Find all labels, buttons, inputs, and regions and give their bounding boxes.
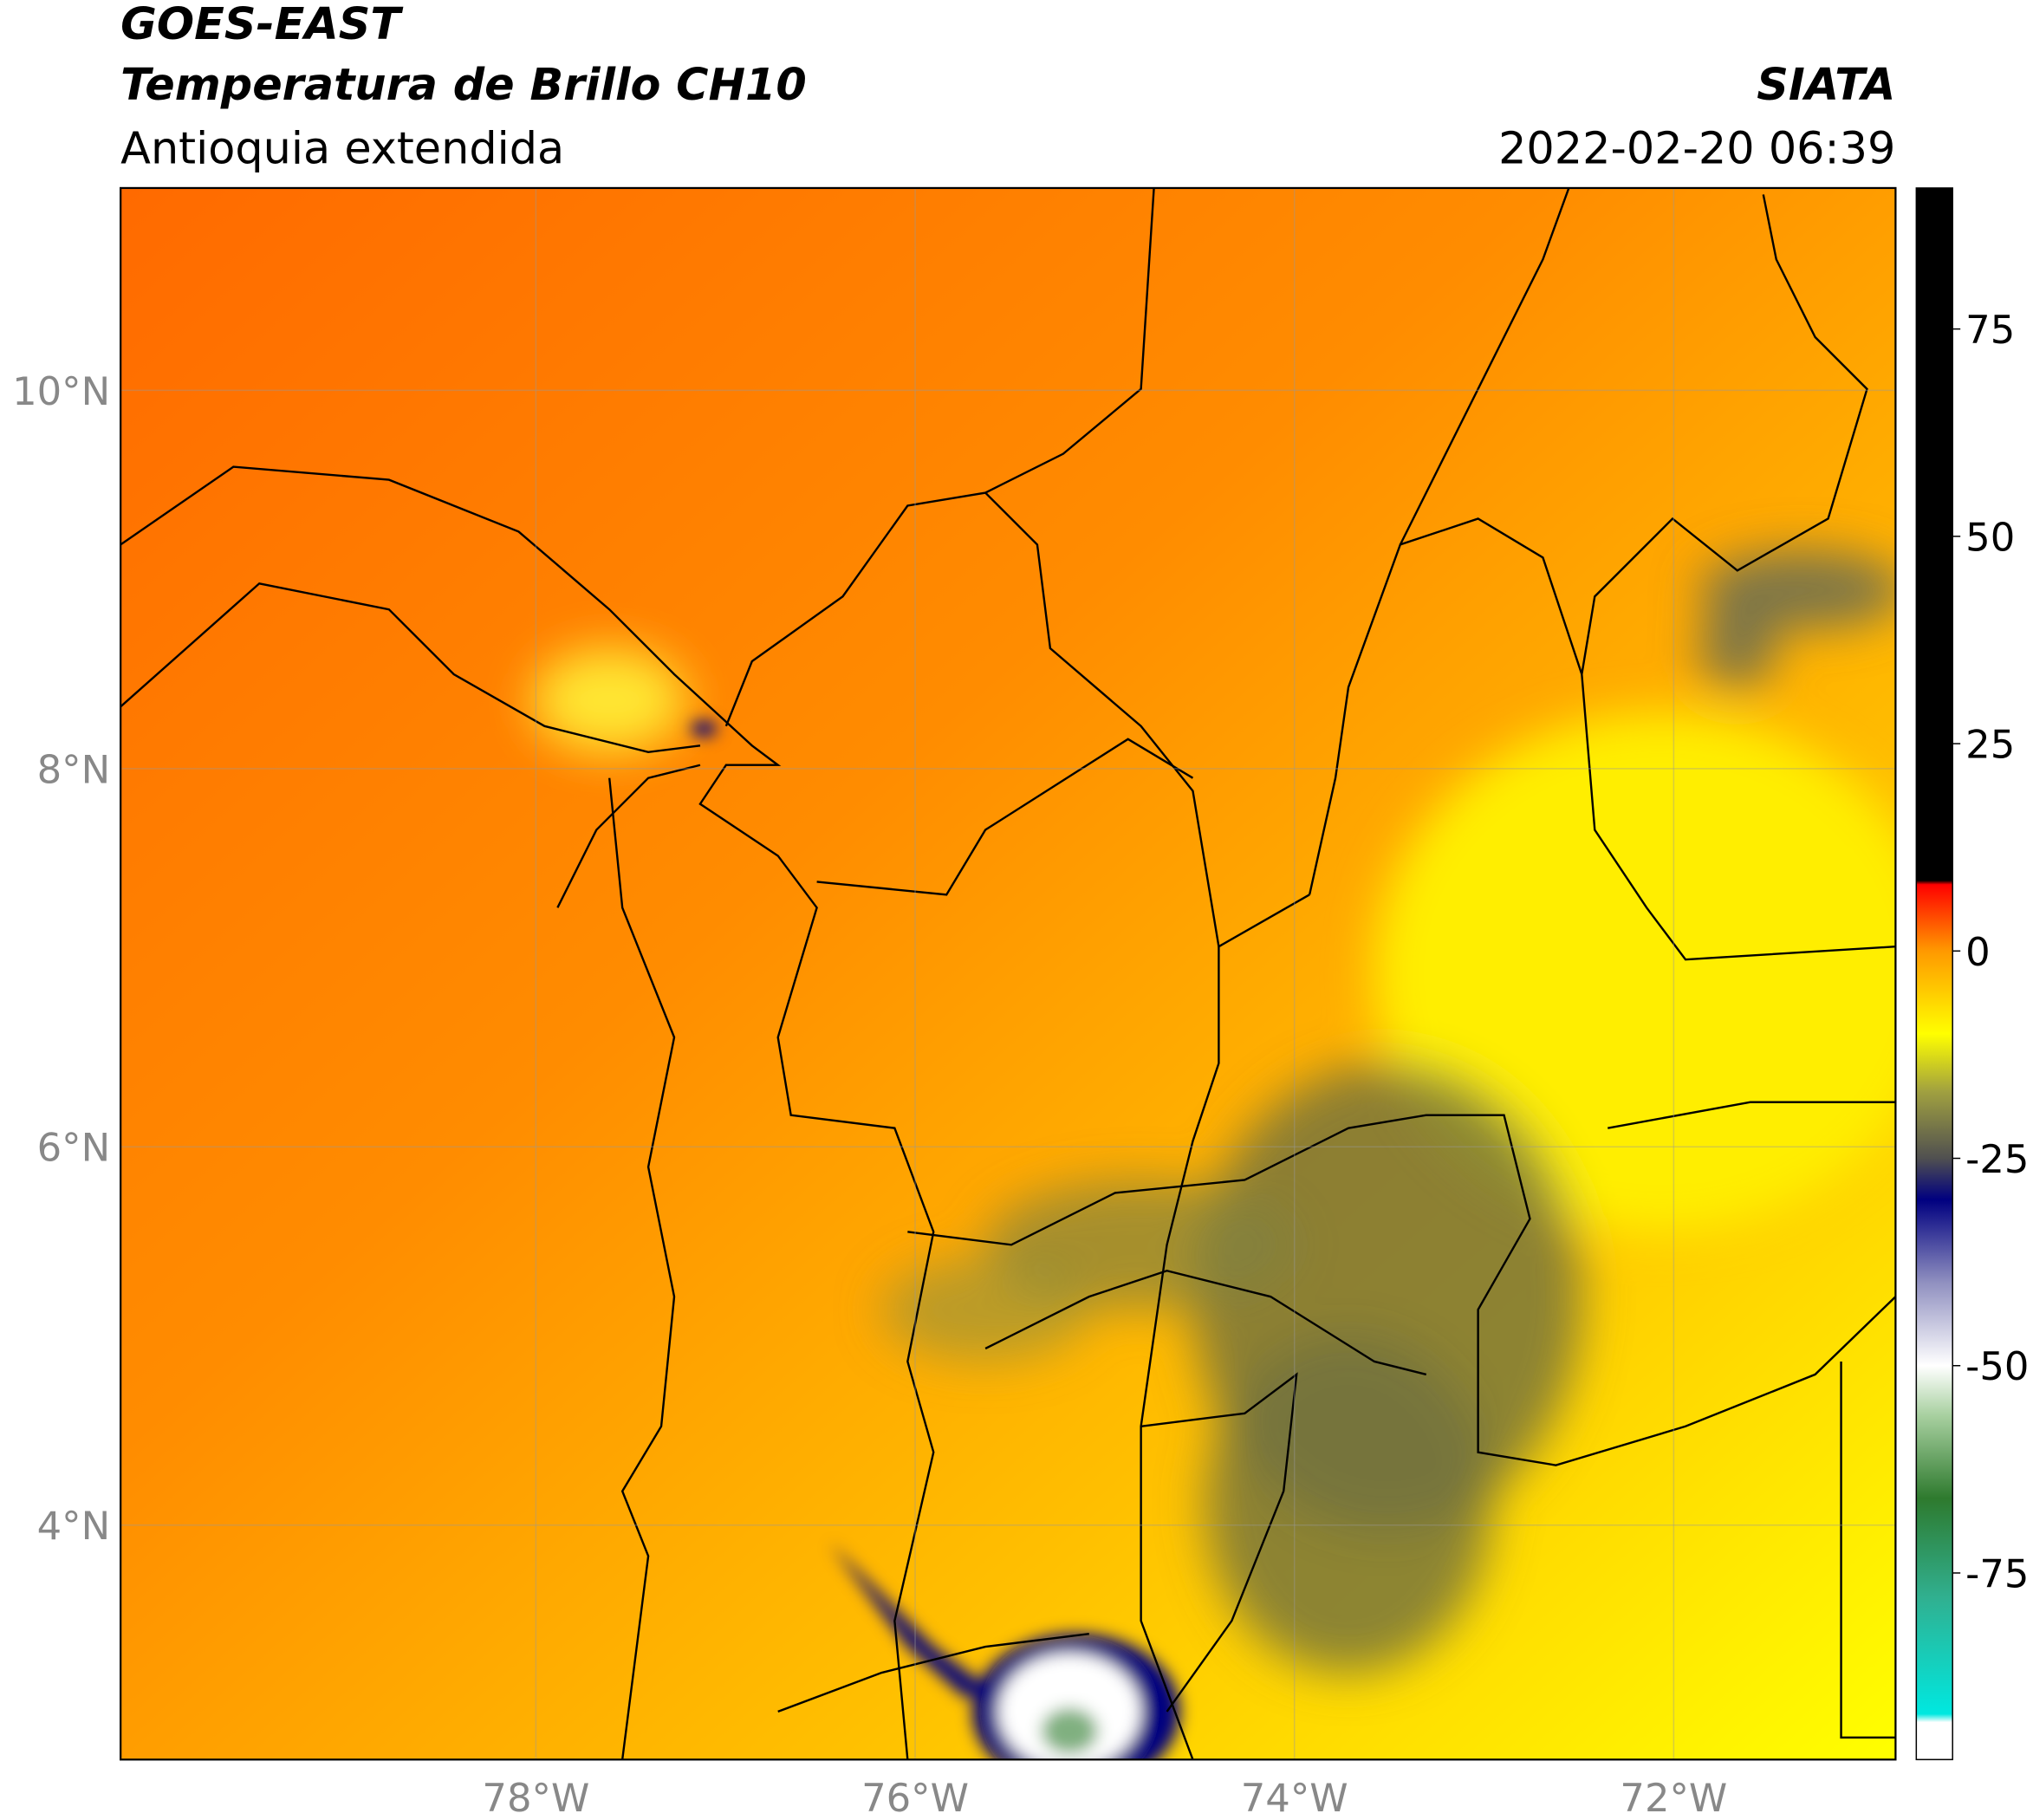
- title: GOES-EAST: [120, 0, 404, 49]
- colorbar-fill: [1915, 187, 1953, 1761]
- colorbar-tick-label: 0: [1965, 929, 1991, 975]
- colorbar-tick-label: -75: [1965, 1550, 2029, 1596]
- subtitle: Temperatura de Brillo CH10: [120, 59, 807, 110]
- x-tick-label: 74°W: [1241, 1775, 1348, 1820]
- gridlines: [120, 187, 1896, 1760]
- region: Antioquia extendida: [120, 123, 564, 174]
- colorbar-tick-label: 75: [1965, 307, 2015, 353]
- x-tick-label: 78°W: [482, 1775, 589, 1820]
- cold-cloud: [691, 720, 1180, 1760]
- y-tick-label: 8°N: [37, 746, 111, 792]
- x-tick-label: 76°W: [861, 1775, 969, 1820]
- map-frame: [120, 186, 1897, 1761]
- x-tick-label: 72°W: [1620, 1775, 1727, 1820]
- y-tick-label: 6°N: [37, 1125, 111, 1171]
- colorbar-tick-label: 25: [1965, 722, 2015, 768]
- y-tick-label: 10°N: [12, 368, 110, 414]
- y-tick-label: 4°N: [37, 1503, 111, 1549]
- source: SIATA: [1757, 59, 1895, 110]
- datetime: 2022-02-20 06:39: [1498, 123, 1895, 174]
- boundaries: [120, 187, 1896, 1760]
- colorbar: -75 -50 -25 0 25 50 75: [1915, 187, 2029, 1761]
- colorbar-tick-label: -50: [1965, 1343, 2029, 1389]
- colorbar-tick-label: -25: [1965, 1136, 2029, 1182]
- map: [120, 187, 1896, 1760]
- colorbar-tick-label: 50: [1965, 514, 2015, 560]
